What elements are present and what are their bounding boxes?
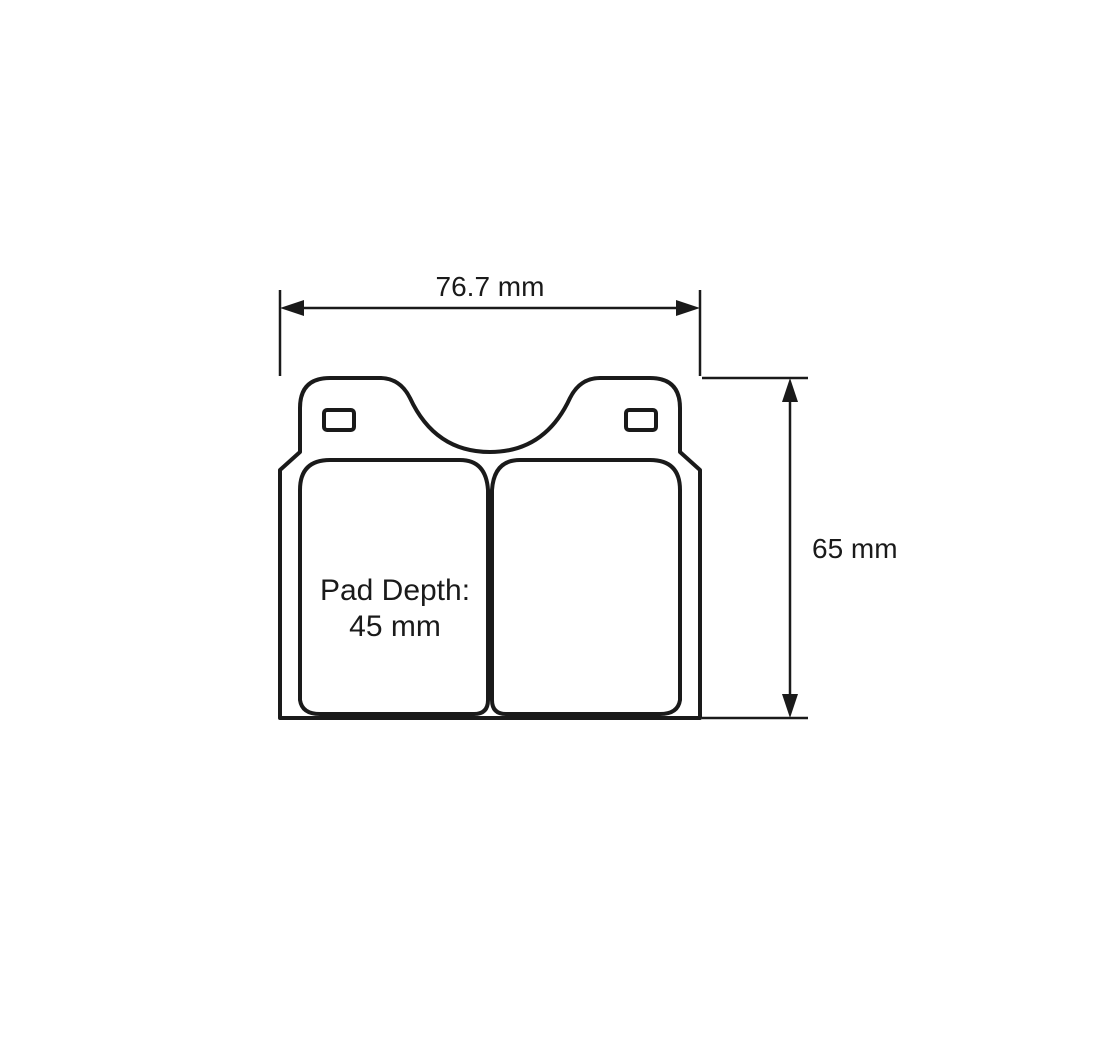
arrow-left (280, 300, 304, 316)
arrow-right (676, 300, 700, 316)
height-label: 65 mm (812, 533, 898, 564)
dim-width: 76.7 mm (280, 271, 700, 376)
mount-hole-right (626, 410, 656, 430)
arrow-up (782, 378, 798, 402)
brake-pad-diagram: 76.7 mm 65 mm Pad Depth: 45 mm (0, 0, 1100, 1050)
pad-depth-text: Pad Depth: 45 mm (320, 574, 470, 643)
width-label: 76.7 mm (436, 271, 545, 302)
mount-hole-left (324, 410, 354, 430)
depth-line2: 45 mm (349, 610, 441, 643)
arrow-down (782, 694, 798, 718)
depth-line1: Pad Depth: (320, 574, 470, 607)
dim-height: 65 mm (702, 378, 898, 718)
